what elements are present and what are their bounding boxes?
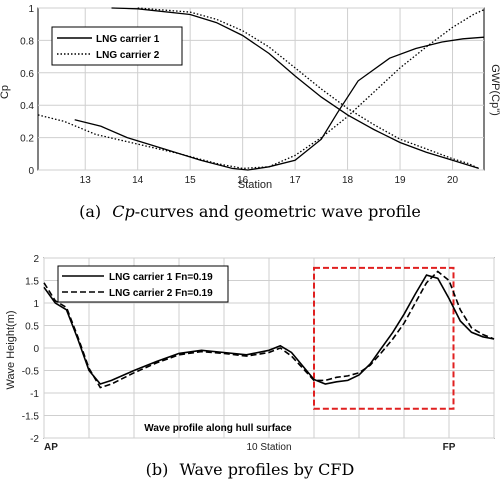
chart-a-ticks: 13 14 15 16 17 18 19 20 0 0.2 0.4 0.6 0.8 1 [20,4,458,186]
chart-a-xtick-label: 17 [290,175,302,186]
chart-b-series [43,270,495,389]
chart-b-annotation: Wave profile along hull surface [144,423,292,434]
caption-a-italic: Cp [112,202,134,221]
chart-a-xtick-label: 13 [80,175,92,186]
legend-label-lng-carrier-1: LNG carrier 1 [96,34,160,45]
chart-b-xtick-label: AP [44,442,58,453]
chart-a-xtick-label: 14 [132,175,144,186]
chart-b-ytick-label: -0.5 [22,367,40,378]
legend-label-lng-carrier-1-fn: LNG carrier 1 Fn=0.19 [109,272,213,283]
chart-b-ylabel: Wave Height(m) [5,310,17,389]
chart-a-series-line-lng-carrier-1 [111,7,479,170]
chart-b-series-line-lng-carrier-2-fn-0-19 [43,270,495,389]
chart-a-series-line-lng-carrier-2 [137,7,480,169]
chart-a-xtick-label: 20 [447,175,459,186]
caption-b-rest: Wave profiles by CFD [180,460,355,479]
chart-b-legend-box [57,265,229,303]
chart-a: 13 14 15 16 17 18 19 20 0 0.2 0.4 0.6 0.8 1 LNG carri… [0,4,500,191]
chart-a-legend-box [51,26,183,66]
chart-a-ytick-label: 0.2 [20,134,34,145]
chart-a-xtick-label: 16 [237,175,249,186]
chart-b-ytick-label: -2 [30,434,39,445]
chart-a-xlabel: Station [238,179,272,191]
chart-b: -2 -1.5 -1 -0.5 0 0.5 1 1.5 2 AP 10 Station FP LNG … [5,254,495,453]
caption-a-label: (a) [79,202,101,221]
caption-a-rest: -curves and geometric wave profile [135,202,421,221]
caption-b-label: (b) [146,460,169,479]
chart-b-ytick-label: 1 [33,299,39,310]
chart-b-ticks: -2 -1.5 -1 -0.5 0 0.5 1 1.5 2 AP 10 Station FP [22,254,456,453]
chart-a-series-line-3 [74,36,485,171]
chart-b-xtick-label: FP [443,442,456,453]
chart-b-ytick-label: -1.5 [22,412,40,423]
chart-b-ytick-label: 0 [33,344,39,355]
chart-b-ytick-label: 1.5 [25,277,39,288]
chart-b-ytick-label: -1 [30,389,39,400]
chart-a-xtick-label: 15 [185,175,197,186]
caption-b: (b) Wave profiles by CFD [146,460,355,479]
chart-b-highlight-box [313,266,455,410]
legend-label-lng-carrier-2-fn: LNG carrier 2 Fn=0.19 [109,288,213,299]
chart-a-legend: LNG carrier 1 LNG carrier 2 [51,26,183,66]
chart-a-ytick-label: 0 [28,166,34,177]
chart-b-xtick-label: 10 Station [246,442,291,453]
chart-a-ytick-label: 0.4 [20,101,34,112]
caption-a: (a) Cp-curves and geometric wave profile [79,202,421,221]
chart-b-legend: LNG carrier 1 Fn=0.19 LNG carrier 2 Fn=0… [57,265,229,303]
chart-a-ylabel-left: Cp [0,85,11,99]
chart-a-series [37,7,485,171]
chart-a-ylabel-right: GWP(Cp") [489,64,500,116]
chart-a-series-line-4 [37,9,485,170]
chart-a-ytick-label: 0.6 [20,69,34,80]
chart-a-ytick-label: 0.8 [20,36,34,47]
chart-b-ytick-label: 0.5 [25,322,39,333]
chart-a-xtick-label: 19 [394,175,406,186]
chart-b-ytick-label: 2 [33,254,39,265]
chart-a-ytick-label: 1 [28,4,34,15]
legend-label-lng-carrier-2: LNG carrier 2 [96,50,160,61]
chart-a-xtick-label: 18 [342,175,354,186]
